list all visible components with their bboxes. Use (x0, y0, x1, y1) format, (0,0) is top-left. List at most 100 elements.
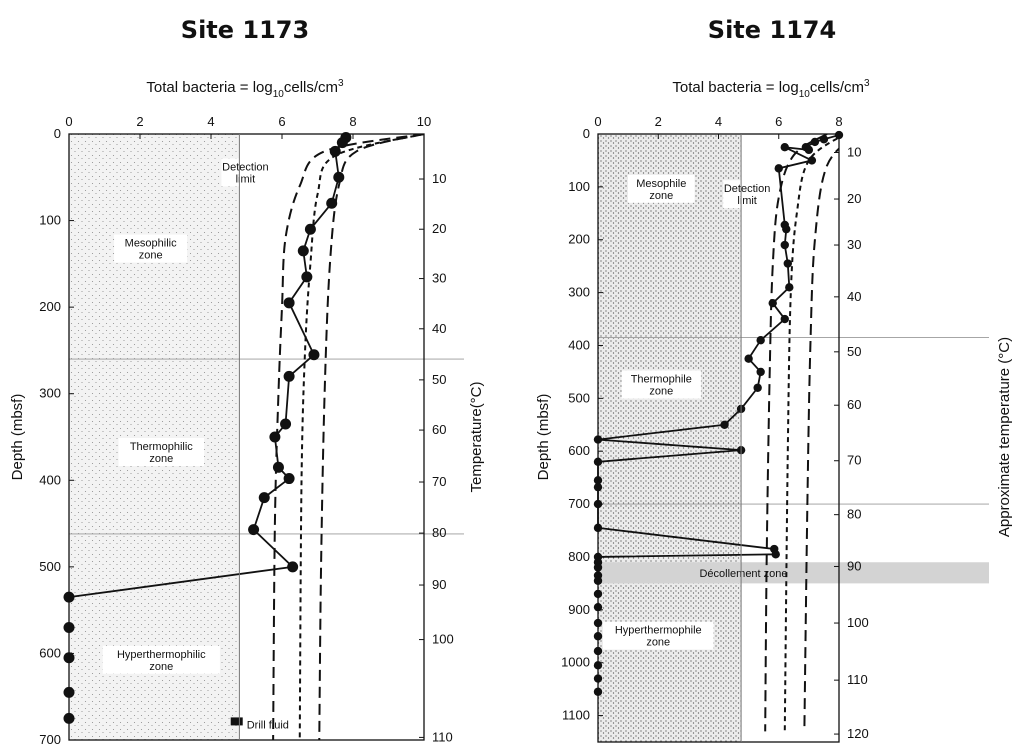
x-tick-label: 6 (278, 114, 285, 129)
site-1173-detection-label-line2: limit (236, 173, 256, 185)
bacteria-data-point (810, 137, 820, 147)
x-tick-label: 0 (65, 114, 72, 129)
temperature-tick-label: 80 (847, 507, 861, 522)
decollement-zone-label: Décollement zone (699, 568, 787, 580)
temperature-tick-label: 80 (432, 525, 446, 540)
depth-tick-label: 1000 (561, 655, 590, 670)
site-1174-model-curves (764, 134, 839, 732)
drill-fluid-marker (230, 717, 243, 726)
depth-tick-label: 800 (568, 549, 590, 564)
detection-label-backdrop (723, 180, 774, 209)
bacteria-data-point (785, 283, 794, 292)
bacteria-data-point (297, 245, 309, 257)
temperature-tick-label: 50 (847, 344, 861, 359)
bacteria-data-point (269, 431, 281, 443)
model-curve (272, 134, 424, 740)
bacteria-data-point (819, 135, 829, 144)
depth-tick-label: 700 (568, 496, 590, 511)
zone-label-backdrop (621, 370, 701, 399)
model-curve (803, 147, 839, 732)
temperature-tick-label: 120 (847, 726, 869, 741)
site-1174-temperature-axis-title: Approximate temperature (°C) (996, 337, 1013, 537)
site-1174-zone-labels: MesophilezoneThermophilezoneHyperthermop… (602, 174, 714, 650)
site-1174-detection-label-line2: limit (737, 195, 757, 207)
depth-tick-label: 200 (568, 232, 590, 247)
zone-label-backdrop (114, 234, 188, 263)
bacteria-data-point (780, 240, 789, 250)
depth-tick-label: 600 (568, 443, 590, 458)
decollement-zone-band (598, 562, 989, 584)
temperature-tick-label: 100 (432, 632, 454, 647)
x-tick-label: 2 (136, 114, 143, 129)
bacteria-data-point (771, 550, 780, 559)
temperature-tick-label: 60 (432, 422, 446, 437)
bacteria-data-point (807, 156, 817, 165)
site-1173-depth-axis-title: Depth (mbsf) (9, 394, 26, 481)
zone-label-sub: zone (139, 250, 163, 262)
zone-label-name: Mesophilic (125, 238, 177, 250)
depth-tick-label: 500 (39, 559, 61, 574)
temperature-tick-label: 40 (847, 289, 861, 304)
temperature-tick-label: 90 (432, 577, 446, 592)
site-1173-drill-fluid-legend: Drill fluid (230, 717, 289, 731)
site-1173-detection-label-line1: Detection (222, 161, 268, 173)
bacteria-data-point (782, 224, 791, 234)
depth-tick-label: 200 (39, 299, 61, 314)
zone-label-backdrop (627, 174, 695, 203)
bacteria-data-point (329, 145, 341, 157)
temperature-tick-label: 70 (847, 453, 861, 468)
site-1173-model-curves (272, 134, 424, 740)
bacteria-data-point (753, 383, 762, 392)
zone-label-name: Mesophile (636, 178, 686, 190)
x-tick-label: 6 (775, 114, 782, 129)
model-curve (783, 136, 839, 732)
zone-label-name: Thermophilic (130, 441, 193, 453)
zone-label-name: Thermophile (631, 373, 692, 385)
bacteria-data-point (326, 197, 338, 209)
temperature-tick-label: 10 (847, 145, 861, 160)
x-tick-label: 8 (349, 114, 356, 129)
depth-tick-label: 1100 (562, 708, 590, 723)
zone-label-backdrop (602, 621, 714, 650)
depth-tick-label: 100 (39, 213, 61, 228)
depth-tick-label: 300 (39, 386, 61, 401)
site-1174-panel: Site 1174 Total bacteria = log10cells/cm… (535, 16, 1013, 743)
x-tick-label: 10 (417, 114, 431, 129)
bacteria-data-point (780, 143, 789, 152)
depth-tick-label: 300 (568, 285, 590, 300)
temperature-tick-label: 30 (847, 237, 861, 252)
bacteria-data-point (283, 473, 295, 485)
zone-label-sub: zone (646, 637, 670, 649)
bacteria-data-point (756, 367, 765, 377)
temperature-tick-label: 50 (432, 372, 446, 387)
temperature-tick-label: 100 (847, 615, 869, 630)
x-tick-label: 4 (207, 114, 214, 129)
depth-tick-label: 600 (39, 645, 61, 660)
zone-label-backdrop (118, 437, 205, 466)
zone-label-sub: zone (649, 190, 673, 202)
detection-label-backdrop (221, 158, 272, 187)
temperature-tick-label: 10 (432, 171, 446, 186)
temperature-tick-label: 20 (847, 191, 861, 206)
bacteria-data-point (768, 298, 777, 308)
site-1173-temperature-axis: 10 20 30 40 50 60 70 80 90 100 110 (419, 171, 454, 744)
site-1173-x-axis: 0 2 4 6 8 10 (65, 114, 431, 139)
site-1173-zone-labels: MesophiliczoneThermophiliczoneHypertherm… (102, 234, 220, 674)
bacteria-data-point (308, 349, 320, 361)
zone-label-sub: zone (149, 453, 173, 465)
bacteria-data-point (283, 297, 295, 309)
temperature-tick-label: 60 (847, 397, 861, 412)
site-1173-x-axis-title: Total bacteria = log10cells/cm3 (146, 78, 344, 100)
bacteria-data-point (258, 492, 270, 504)
depth-tick-label: 900 (568, 602, 590, 617)
site-1174-x-axis: 0 2 4 6 8 (594, 114, 843, 139)
site-1174-x-axis-title: Total bacteria = log10cells/cm3 (672, 78, 870, 100)
bacteria-data-point (783, 259, 792, 268)
site-1173-title: Site 1173 (181, 16, 309, 44)
zone-label-sub: zone (649, 385, 673, 397)
x-tick-label: 2 (655, 114, 662, 129)
temperature-tick-label: 70 (432, 474, 446, 489)
site-1174-detection-label-line1: Detection (724, 183, 770, 195)
